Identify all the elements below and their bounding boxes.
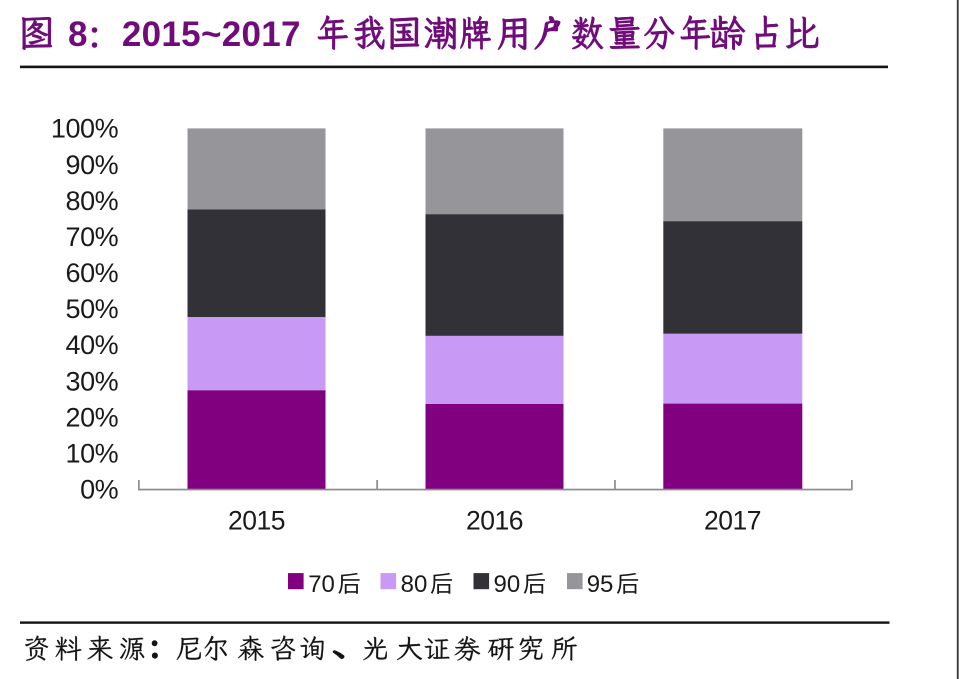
svg-text:2016: 2016 <box>466 506 523 536</box>
svg-text:60%: 60% <box>65 258 118 288</box>
svg-text:40%: 40% <box>65 330 118 360</box>
svg-text:8: 8 <box>68 15 87 54</box>
svg-text:20%: 20% <box>65 402 118 432</box>
svg-text:2015: 2015 <box>228 506 285 536</box>
svg-text:2017: 2017 <box>704 506 761 536</box>
svg-text:70%: 70% <box>65 222 118 252</box>
svg-text:95: 95 <box>587 571 614 598</box>
svg-text:80%: 80% <box>65 186 118 216</box>
svg-text:30%: 30% <box>65 366 118 396</box>
svg-text:70: 70 <box>308 571 335 598</box>
svg-text:0%: 0% <box>80 475 119 505</box>
svg-text:10%: 10% <box>65 439 118 469</box>
svg-text:50%: 50% <box>65 294 118 324</box>
svg-text:2015~2017: 2015~2017 <box>122 15 301 54</box>
svg-text:80: 80 <box>401 571 428 598</box>
svg-text:90%: 90% <box>65 150 118 180</box>
svg-text:100%: 100% <box>51 114 119 144</box>
svg-text:90: 90 <box>494 571 521 598</box>
